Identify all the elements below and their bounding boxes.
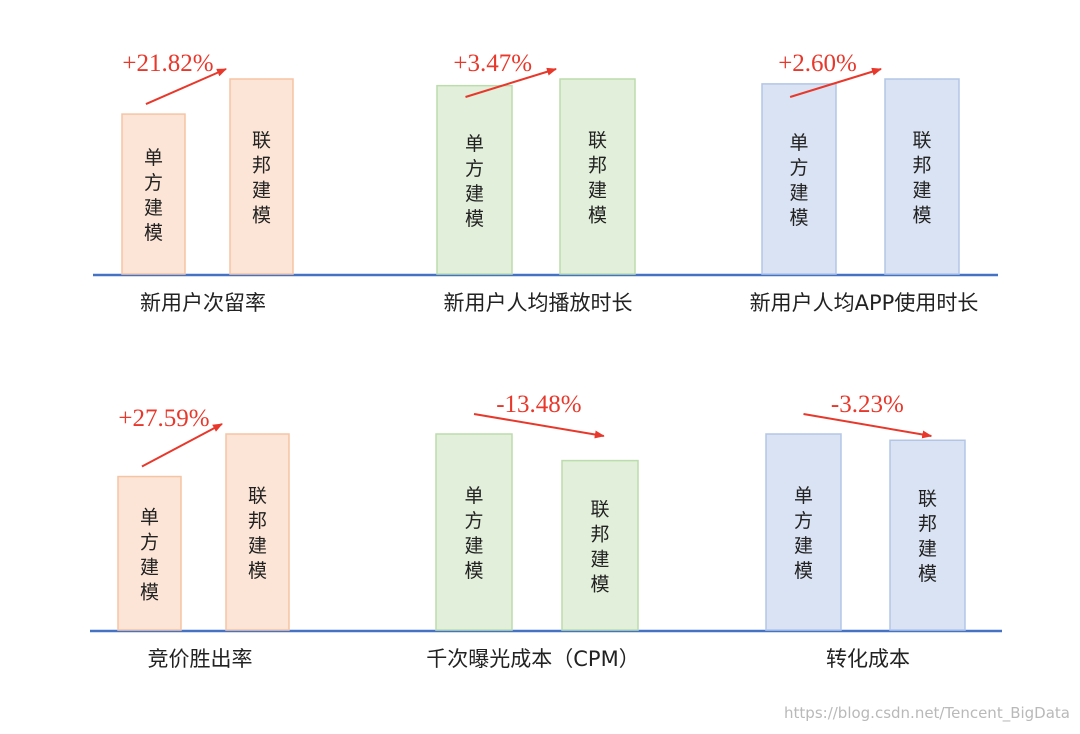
change-label: +27.59% bbox=[118, 405, 209, 432]
bar-label: 联邦建模 bbox=[912, 130, 931, 227]
bar bbox=[765, 433, 842, 631]
bar-label: 单方建模 bbox=[144, 147, 163, 244]
change-label: +3.47% bbox=[453, 50, 532, 77]
bar-label: 单方建模 bbox=[794, 485, 813, 582]
bar bbox=[436, 84, 513, 275]
bar bbox=[117, 475, 182, 631]
trend-arrow bbox=[789, 67, 882, 98]
bar bbox=[435, 433, 513, 631]
trend-arrow bbox=[803, 413, 933, 439]
bar-label: 单方建模 bbox=[465, 133, 484, 230]
bar bbox=[559, 78, 636, 275]
bar bbox=[225, 433, 290, 631]
bar-label: 单方建模 bbox=[789, 132, 808, 229]
category-label: 新用户次留率 bbox=[140, 291, 266, 315]
trend-arrow bbox=[145, 68, 227, 105]
category-label: 新用户人均播放时长 bbox=[444, 291, 633, 315]
bar-label: 联邦建模 bbox=[252, 130, 271, 227]
bar-label: 单方建模 bbox=[140, 506, 159, 603]
bar bbox=[761, 83, 837, 275]
bar-label: 联邦建模 bbox=[590, 498, 609, 595]
bar-label: 联邦建模 bbox=[918, 488, 937, 585]
bar bbox=[561, 459, 639, 631]
change-label: -3.23% bbox=[831, 391, 904, 418]
change-label: -13.48% bbox=[496, 391, 581, 418]
change-label: +21.82% bbox=[122, 50, 213, 77]
bar bbox=[121, 113, 186, 275]
change-label: +2.60% bbox=[778, 50, 857, 77]
bar-label: 单方建模 bbox=[464, 485, 483, 582]
category-label: 新用户人均APP使用时长 bbox=[750, 291, 979, 315]
bar-label: 联邦建模 bbox=[588, 130, 607, 227]
bar bbox=[229, 78, 294, 275]
bar bbox=[889, 439, 966, 631]
trend-arrow bbox=[141, 423, 223, 468]
category-label: 竞价胜出率 bbox=[148, 647, 253, 671]
trend-arrow bbox=[465, 67, 557, 98]
category-label: 转化成本 bbox=[826, 647, 910, 671]
watermark: https://blog.csdn.net/Tencent_BigData bbox=[784, 704, 1070, 722]
bar-label: 联邦建模 bbox=[248, 485, 267, 582]
category-label: 千次曝光成本（CPM） bbox=[426, 647, 639, 671]
trend-arrow bbox=[473, 413, 605, 439]
bar bbox=[884, 78, 960, 275]
